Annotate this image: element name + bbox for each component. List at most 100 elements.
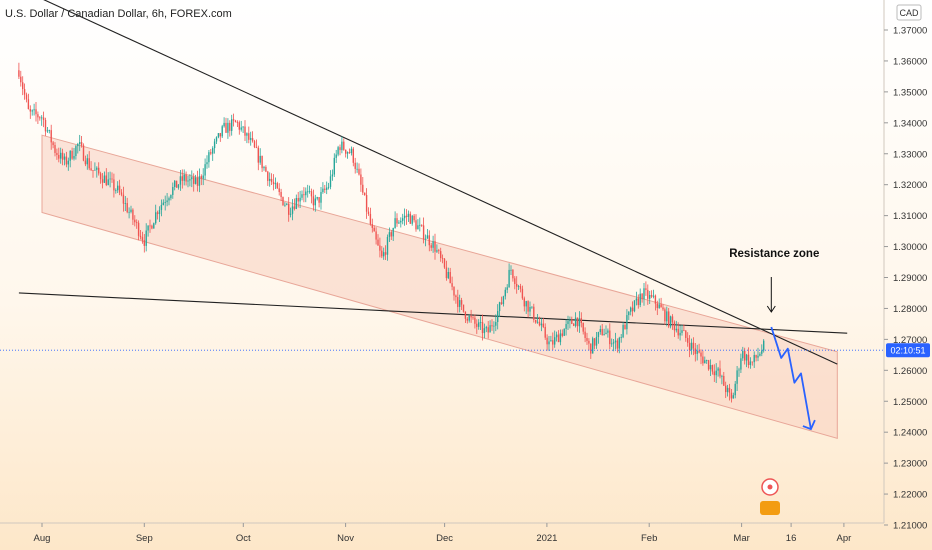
candle-body bbox=[280, 192, 282, 198]
y-tick-label: 1.27000 bbox=[893, 335, 927, 346]
currency-button[interactable]: CAD bbox=[896, 4, 922, 21]
candle-body bbox=[493, 325, 495, 327]
candle-body bbox=[685, 330, 687, 338]
candle-body bbox=[611, 343, 613, 345]
candle-body bbox=[519, 286, 522, 289]
candle-body bbox=[261, 155, 263, 169]
candle-body bbox=[432, 241, 434, 248]
candle-body bbox=[563, 328, 565, 336]
y-tick-label: 1.34000 bbox=[893, 118, 927, 129]
candle-body bbox=[679, 332, 681, 336]
candle-body bbox=[99, 173, 102, 180]
candle-body bbox=[208, 152, 210, 163]
candle-body bbox=[151, 225, 153, 229]
price-channel bbox=[41, 134, 838, 440]
candle-body bbox=[67, 160, 69, 165]
candle-body bbox=[158, 209, 161, 215]
candle-body bbox=[227, 122, 229, 133]
candle-body bbox=[371, 224, 373, 228]
candle-body bbox=[46, 130, 49, 132]
candle-body bbox=[434, 241, 436, 252]
candle-body bbox=[588, 340, 590, 344]
candle-body bbox=[134, 219, 136, 223]
candle-body bbox=[377, 239, 379, 246]
candle-body bbox=[732, 395, 734, 399]
candle-body bbox=[702, 356, 704, 364]
candle-body bbox=[447, 271, 449, 279]
candle-body bbox=[200, 176, 202, 179]
candle-body bbox=[77, 143, 79, 147]
candle-body bbox=[221, 126, 223, 137]
candle-body bbox=[96, 167, 98, 170]
candle-body bbox=[54, 145, 56, 153]
candle-body bbox=[544, 326, 546, 338]
current-price-marker: 02:10:51 bbox=[0, 343, 930, 358]
candle-body bbox=[341, 141, 343, 151]
candle-body bbox=[33, 109, 35, 111]
candle-body bbox=[609, 330, 611, 345]
candle-body bbox=[41, 117, 43, 119]
candle-body bbox=[189, 179, 191, 181]
candle-body bbox=[20, 76, 22, 83]
candle-body bbox=[468, 315, 470, 321]
candle-body bbox=[715, 370, 717, 376]
candle-body bbox=[94, 169, 96, 171]
candle-body bbox=[531, 306, 533, 308]
candle-body bbox=[489, 325, 491, 333]
candle-body bbox=[622, 324, 624, 338]
candle-body bbox=[183, 174, 185, 181]
candle-body bbox=[181, 176, 183, 181]
candle-body bbox=[696, 350, 698, 354]
y-tick-label: 1.33000 bbox=[893, 149, 927, 160]
x-tick-label: Aug bbox=[34, 533, 51, 544]
time-axis[interactable]: Aug Sep Oct Nov Dec 2021 Feb Mar 16 Apr bbox=[34, 523, 852, 544]
candle-body bbox=[749, 361, 752, 365]
candle-body bbox=[384, 252, 387, 255]
candle-body bbox=[25, 94, 28, 100]
candle-body bbox=[723, 375, 725, 386]
candle-body bbox=[542, 323, 544, 327]
candle-body bbox=[375, 231, 377, 240]
candle-body bbox=[335, 154, 337, 158]
candle-body bbox=[263, 167, 265, 169]
candle-body bbox=[736, 370, 738, 384]
candle-body bbox=[58, 154, 60, 159]
candle-body bbox=[210, 152, 212, 154]
candle-body bbox=[430, 245, 432, 248]
y-tick-label: 1.23000 bbox=[893, 459, 927, 470]
candle-body bbox=[593, 338, 596, 346]
candle-body bbox=[688, 342, 691, 350]
candle-body bbox=[236, 122, 239, 123]
candle-body bbox=[673, 322, 676, 331]
candle-body bbox=[345, 149, 347, 154]
candle-body bbox=[535, 319, 537, 323]
candle-body bbox=[595, 336, 598, 346]
candle-body bbox=[269, 178, 271, 181]
candle-body bbox=[217, 133, 220, 138]
candle-body bbox=[555, 334, 558, 338]
candle-body bbox=[662, 307, 664, 310]
candle-body bbox=[643, 288, 645, 300]
candle-body bbox=[118, 185, 121, 193]
candle-body bbox=[107, 179, 109, 186]
candle-body bbox=[367, 211, 370, 214]
candle-body bbox=[326, 187, 328, 190]
candle-body bbox=[136, 222, 138, 224]
price-axis[interactable]: 1.37000 1.36000 1.35000 1.34000 1.33000 1.320… bbox=[884, 26, 927, 532]
candle-body bbox=[278, 188, 280, 193]
candle-body bbox=[603, 334, 605, 336]
candle-body bbox=[322, 188, 324, 193]
candle-body bbox=[514, 278, 516, 284]
candle-body bbox=[666, 311, 668, 322]
logo-dot bbox=[767, 484, 773, 490]
candle-body bbox=[474, 317, 476, 324]
candle-body bbox=[65, 156, 68, 165]
candle-body bbox=[147, 225, 149, 231]
candle-body bbox=[472, 317, 474, 319]
candle-body bbox=[276, 183, 278, 189]
candle-body bbox=[660, 304, 662, 308]
candle-body bbox=[498, 302, 501, 312]
candle-body bbox=[740, 358, 742, 370]
